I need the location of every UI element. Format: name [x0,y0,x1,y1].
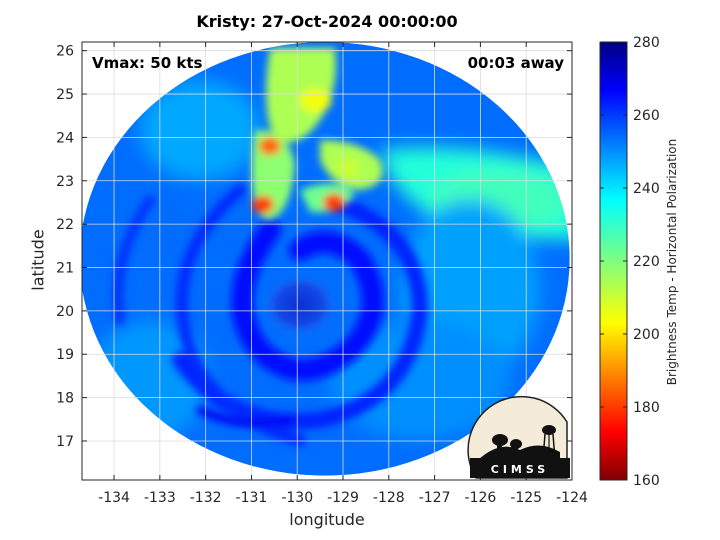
warm-feature [251,195,274,214]
vmax-annotation: Vmax: 50 kts [92,54,202,72]
y-tick-label: 24 [56,130,74,146]
x-tick-label: -125 [510,490,542,506]
y-tick-label: 17 [56,434,74,450]
y-tick-label: 19 [56,347,74,363]
y-axis-ticks: 17 18 19 20 21 22 23 24 25 26 [56,44,572,450]
x-tick-label: -127 [419,490,451,506]
warm-feature [336,158,359,177]
x-tick-label: -129 [327,490,359,506]
x-tick-label: -126 [465,490,497,506]
colorbar-tick-label: 240 [633,181,660,197]
x-tick-label: -133 [144,490,176,506]
colorbar-tick-label: 180 [633,400,660,416]
warm-feature [258,137,281,156]
x-tick-label: -131 [236,490,268,506]
microwave-swath [82,42,570,476]
x-tick-label: -128 [373,490,405,506]
x-tick-label: -134 [98,490,130,506]
cimss-logo: CIMSS [467,395,570,479]
colorbar-tick-label: 160 [633,473,660,489]
colorbar-tick-label: 200 [633,327,660,343]
x-axis-label: longitude [289,510,365,529]
y-tick-label: 26 [56,44,74,60]
warm-feature [322,193,345,212]
colorbar-tick-label: 260 [633,108,660,124]
y-tick-label: 25 [56,87,74,103]
colorbar-gradient [599,41,628,481]
svg-text:CIMSS: CIMSS [491,463,549,476]
y-tick-label: 23 [56,174,74,190]
x-tick-label: -124 [556,490,588,506]
y-tick-label: 20 [56,304,74,320]
plot-frame [81,41,573,481]
x-axis-ticks: -134 -133 -132 -131 -130 -129 -128 -127 -126 -125… [98,42,588,506]
colorbar-ticks: 160 180 200 220 240 260 280 [600,35,660,489]
warm-feature [299,88,332,113]
colorbar-tick-label: 220 [633,254,660,270]
x-tick-label: -132 [190,490,222,506]
y-tick-label: 18 [56,391,74,407]
y-tick-label: 22 [56,217,74,233]
y-axis-label: latitude [28,229,48,291]
colorbar-tick-label: 280 [633,35,660,51]
time-offset-annotation: 00:03 away [468,54,565,72]
y-tick-label: 21 [56,261,74,277]
x-tick-label: -130 [281,490,313,506]
chart-title: Kristy: 27-Oct-2024 00:00:00 [196,12,458,31]
colorbar-label: Brightness Temp - Horizontal Polarizatio… [665,138,679,386]
